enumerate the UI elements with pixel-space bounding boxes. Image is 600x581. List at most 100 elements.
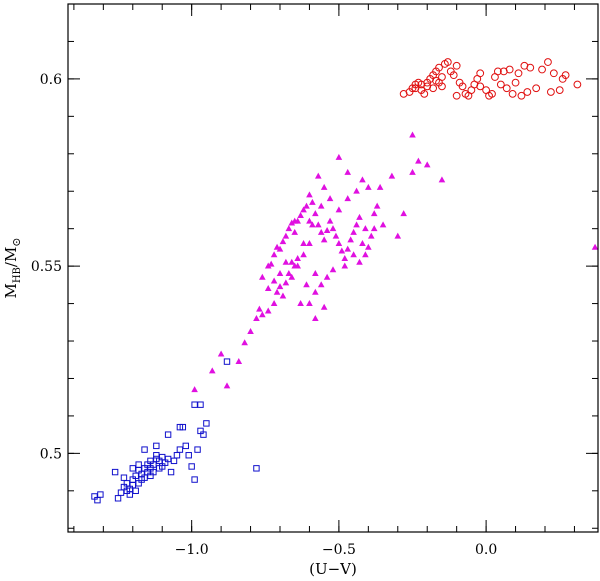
triangle-point [282,232,290,239]
triangle-point [253,314,260,321]
triangle-point [347,236,354,243]
triangle-point [409,168,416,175]
circle-point [452,61,461,70]
triangle-point [300,251,307,258]
triangle-point [350,228,357,235]
circle-point [517,91,526,100]
triangle-point [276,283,284,290]
triangle-point [279,292,287,299]
triangle-point [320,303,328,310]
x-tick-label: 0.0 [475,542,497,558]
x-tick-label: −1.0 [175,542,209,558]
triangle-point [370,225,378,232]
triangle-point [344,245,352,252]
x-tick-label: −0.5 [322,542,356,558]
square-point [194,446,201,453]
triangle-point [338,247,346,254]
square-point [97,491,104,498]
circle-point [532,84,541,93]
triangle-point [303,281,310,288]
triangle-point [276,270,284,277]
triangle-point [306,299,313,306]
triangle-point [323,226,331,233]
square-point [150,468,157,476]
circle-point [505,65,514,74]
circle-point [488,89,496,98]
triangle-point [294,262,301,269]
triangle-point [365,243,372,250]
triangle-point [303,202,310,209]
triangle-point [317,202,325,209]
square-point [132,487,139,495]
triangle-point [376,183,384,190]
triangle-point [379,221,387,228]
circle-point [496,80,505,89]
triangle-point [291,217,299,224]
circle-point [435,63,443,72]
triangle-point [367,232,375,239]
circle-point [429,84,438,93]
circle-point [458,82,467,91]
triangle-point [306,191,313,198]
triangle-point [309,198,316,205]
triangle-point [353,187,360,194]
circle-point [476,82,485,91]
triangle-point [306,217,313,224]
triangle-point [223,382,231,389]
y-tick-label: 0.6 [40,72,62,88]
triangle-point [208,367,216,374]
triangle-point [235,358,243,365]
triangle-point [288,258,296,265]
triangle-point [359,240,366,247]
triangle-point [326,195,334,202]
triangle-point [356,258,363,265]
triangle-point [365,183,372,190]
circle-point [523,88,532,96]
triangle-point [350,251,357,258]
triangle-point [423,161,431,168]
circle-point [511,78,520,87]
square-point [203,420,210,427]
triangle-point [344,168,352,175]
square-point [141,446,148,453]
square-point [176,423,184,431]
triangle-point [353,221,360,228]
triangle-point [341,262,349,269]
triangle-point [285,270,293,277]
circle-point [452,91,461,100]
triangle-point [329,225,337,232]
triangle-point [332,232,340,239]
triangle-point [273,243,281,250]
triangle-point [370,210,378,217]
triangle-point [279,238,287,245]
triangle-point [323,273,331,280]
triangle-point [320,236,328,243]
triangle-point [291,228,299,235]
circle-point [546,88,555,96]
square-point [167,468,175,476]
triangle-point [264,284,272,291]
tick-labels: −1.0 −0.5 0.0 0.5 0.55 0.6 [31,72,497,558]
triangle-point [259,273,266,280]
triangle-point [270,251,278,258]
triangle-point [264,262,272,269]
triangle-point [320,183,328,190]
circle-point [502,84,511,93]
triangle-point [282,279,290,286]
svg-text:MHB/M⊙: MHB/M⊙ [2,237,23,298]
square-point [111,468,119,476]
circle-point [526,63,535,72]
triangle-point [312,210,319,217]
square-point [176,446,184,453]
circle-point [449,71,458,80]
triangle-point [306,240,313,247]
circle-point [549,69,558,78]
triangle-point [362,251,369,258]
triangle-point [282,258,290,265]
triangle-point [297,211,304,218]
triangle-point [300,240,307,247]
square-point [197,401,204,408]
triangle-point [300,206,307,213]
y-axis-label: MHB/M⊙ [2,237,23,298]
triangle-point [297,299,304,306]
